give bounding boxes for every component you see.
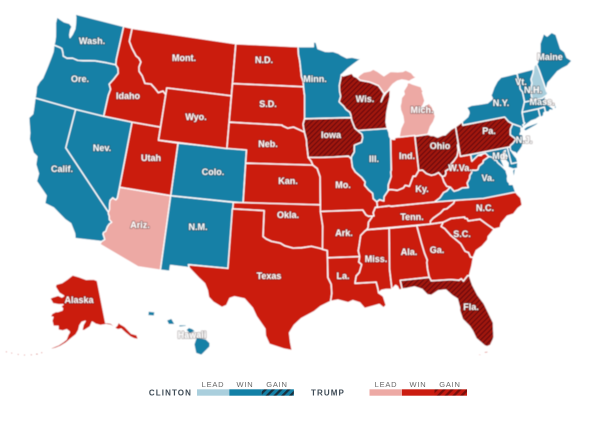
svg-text:WIN: WIN [410,380,427,389]
svg-text:Ohio: Ohio [430,141,451,151]
svg-text:Ark.: Ark. [335,228,353,238]
svg-text:Alaska: Alaska [64,295,94,305]
svg-text:LEAD: LEAD [375,380,398,389]
svg-text:Wash.: Wash. [79,36,105,46]
svg-text:Ariz.: Ariz. [130,220,150,230]
svg-text:S.C.: S.C. [453,229,471,239]
svg-text:Md.: Md. [492,151,508,161]
svg-text:Vt.: Vt. [515,77,527,87]
svg-text:Miss.: Miss. [365,254,388,264]
svg-text:Mont.: Mont. [172,53,196,63]
svg-text:Ill.: Ill. [369,154,379,164]
svg-text:Maine: Maine [537,52,563,62]
svg-text:Ky.: Ky. [415,184,428,194]
svg-text:N.C.: N.C. [476,203,494,213]
svg-text:N.J.: N.J. [516,135,533,145]
svg-text:N.M.: N.M. [189,222,208,232]
svg-text:Iowa: Iowa [321,130,342,140]
svg-text:Pa.: Pa. [482,126,496,136]
svg-text:Wyo.: Wyo. [185,112,206,122]
svg-text:Colo.: Colo. [202,167,225,177]
svg-text:CLINTON: CLINTON [149,389,192,398]
svg-text:Wis.: Wis. [356,94,374,104]
svg-text:TRUMP: TRUMP [311,389,345,398]
svg-text:Mass.: Mass. [529,97,554,107]
svg-text:GAIN: GAIN [266,380,288,389]
svg-text:S.D.: S.D. [259,99,277,109]
svg-text:Tenn.: Tenn. [400,212,423,222]
svg-text:Kan.: Kan. [278,176,298,186]
svg-text:W.Va.: W.Va. [448,163,472,173]
svg-text:GAIN: GAIN [439,380,461,389]
svg-text:Neb.: Neb. [258,139,278,149]
svg-text:Nev.: Nev. [93,143,111,153]
svg-text:Va.: Va. [481,173,494,183]
svg-text:N.Y.: N.Y. [493,98,510,108]
svg-text:N.H.: N.H. [524,85,542,95]
svg-text:Utah: Utah [141,153,161,163]
svg-text:Texas: Texas [257,271,282,281]
svg-text:LEAD: LEAD [202,380,225,389]
svg-text:Minn.: Minn. [303,74,327,84]
svg-text:Mo.: Mo. [335,180,351,190]
svg-text:N.D.: N.D. [255,55,273,65]
svg-text:Mich.: Mich. [410,105,433,115]
svg-text:Ga.: Ga. [430,245,445,255]
svg-text:Ore.: Ore. [71,74,89,84]
svg-text:Ind.: Ind. [399,151,415,161]
svg-text:Fla.: Fla. [463,302,479,312]
svg-text:WIN: WIN [237,380,254,389]
svg-text:Okla.: Okla. [277,210,299,220]
svg-text:Hawaii: Hawaii [178,330,207,340]
svg-text:La.: La. [336,271,349,281]
svg-text:Idaho: Idaho [116,91,141,101]
svg-text:Calif.: Calif. [51,164,73,174]
svg-text:Ala.: Ala. [401,247,418,257]
